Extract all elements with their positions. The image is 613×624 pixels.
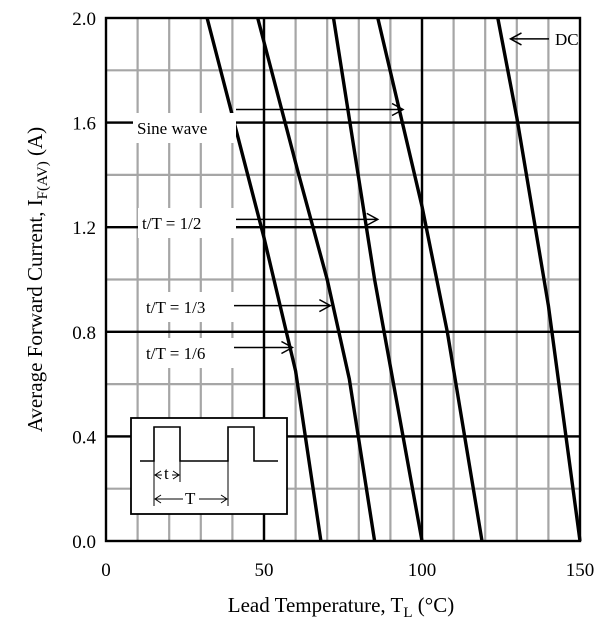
- grid: [106, 18, 580, 541]
- annotation-t-t-1-2-arrow-head: [366, 212, 380, 227]
- annotation-t-t-1-3-arrow-head: [319, 298, 332, 313]
- y-tick-label: 1.6: [72, 114, 96, 135]
- axes: 0 50 100 150 0.0 0.4 0.8 1.2 1.6 2.0 Lead Temperat…: [23, 9, 594, 621]
- annotation-dc-arrow-head: [508, 32, 522, 46]
- annotation-t-t-1-6-arrow-head: [281, 340, 295, 355]
- series-line-sine-wave: [376, 17, 484, 542]
- inset-T-arrow-right: [220, 494, 228, 504]
- y-tick-label: 1.2: [72, 218, 96, 239]
- inset-T-arrow-left: [154, 494, 162, 504]
- x-tick-label: 50: [255, 560, 274, 581]
- y-tick-label: 0.0: [72, 532, 96, 553]
- waveform-inset: tT: [130, 417, 288, 515]
- inset-t-arrow-right: [172, 470, 180, 480]
- curves: [205, 17, 582, 542]
- series-line-t-t-1-3: [256, 17, 377, 542]
- y-tick-label: 0.4: [72, 427, 96, 448]
- series-line-dc: [496, 17, 582, 542]
- y-tick-label: 0.8: [72, 323, 96, 344]
- annotations: Sine wave t/T = 1/2 t/T = 1/3 t/T = 1/6 DC: [133, 26, 591, 368]
- series-line-t-t-1-2: [331, 17, 424, 542]
- inset-T-label-bg: [183, 490, 199, 506]
- x-tick-label: 100: [408, 560, 437, 581]
- annotation-box-t-t-1-6: [142, 338, 234, 368]
- annotation-sine-wave-arrow-head: [391, 102, 405, 117]
- annotation-box-sine-wave: [133, 113, 236, 143]
- annotation-label-t-t-1-2: t/T = 1/2: [142, 214, 201, 233]
- inset-t-label: t: [164, 464, 169, 483]
- x-axis-title: Lead Temperature, TL (°C): [228, 593, 454, 621]
- annotation-label-sine-wave: Sine wave: [137, 119, 207, 138]
- plot-border: [104, 16, 582, 543]
- x-tick-label: 150: [566, 560, 595, 581]
- inset-t-arrow-left: [154, 470, 162, 480]
- x-tick-label: 0: [101, 560, 111, 581]
- annotation-box-t-t-1-3: [142, 292, 234, 322]
- annotation-label-t-t-1-6: t/T = 1/6: [146, 344, 205, 363]
- y-axis-title: Average Forward Current, IF(AV) (A): [23, 127, 51, 432]
- y-tick-label: 2.0: [72, 9, 96, 30]
- annotation-label-t-t-1-3: t/T = 1/3: [146, 298, 205, 317]
- inset-t-label-bg: [162, 467, 172, 481]
- inset-T-label: T: [185, 489, 196, 508]
- inset-waveform: [140, 426, 278, 462]
- annotation-box-t-t-1-2: [138, 208, 236, 238]
- annotation-label-dc: DC: [555, 30, 579, 49]
